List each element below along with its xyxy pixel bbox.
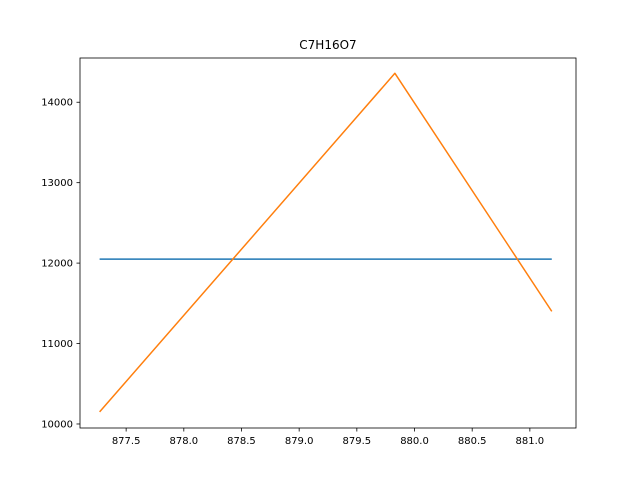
x-tick-label: 880.5 xyxy=(458,436,487,447)
x-tick-label: 881.0 xyxy=(516,436,545,447)
x-tick-label: 878.5 xyxy=(227,436,256,447)
y-tick-label: 11000 xyxy=(41,339,73,350)
chart-title: C7H16O7 xyxy=(299,38,356,52)
x-tick-label: 879.0 xyxy=(285,436,314,447)
x-tick-label: 880.0 xyxy=(400,436,429,447)
y-tick-label: 10000 xyxy=(41,419,73,430)
series-line-2 xyxy=(99,72,553,413)
series-layer xyxy=(99,72,553,413)
plot-frame xyxy=(79,57,577,429)
y-tick-label: 13000 xyxy=(41,178,73,189)
axes-layer: 877.5 878.0 878.5 879.0 879.5 880.0 880.5 881.0… xyxy=(41,98,544,447)
y-tick-label: 14000 xyxy=(41,98,73,109)
x-tick-label: 878.0 xyxy=(169,436,198,447)
x-tick-label: 877.5 xyxy=(112,436,141,447)
x-tick-label: 879.5 xyxy=(343,436,372,447)
y-tick-label: 12000 xyxy=(41,259,73,270)
